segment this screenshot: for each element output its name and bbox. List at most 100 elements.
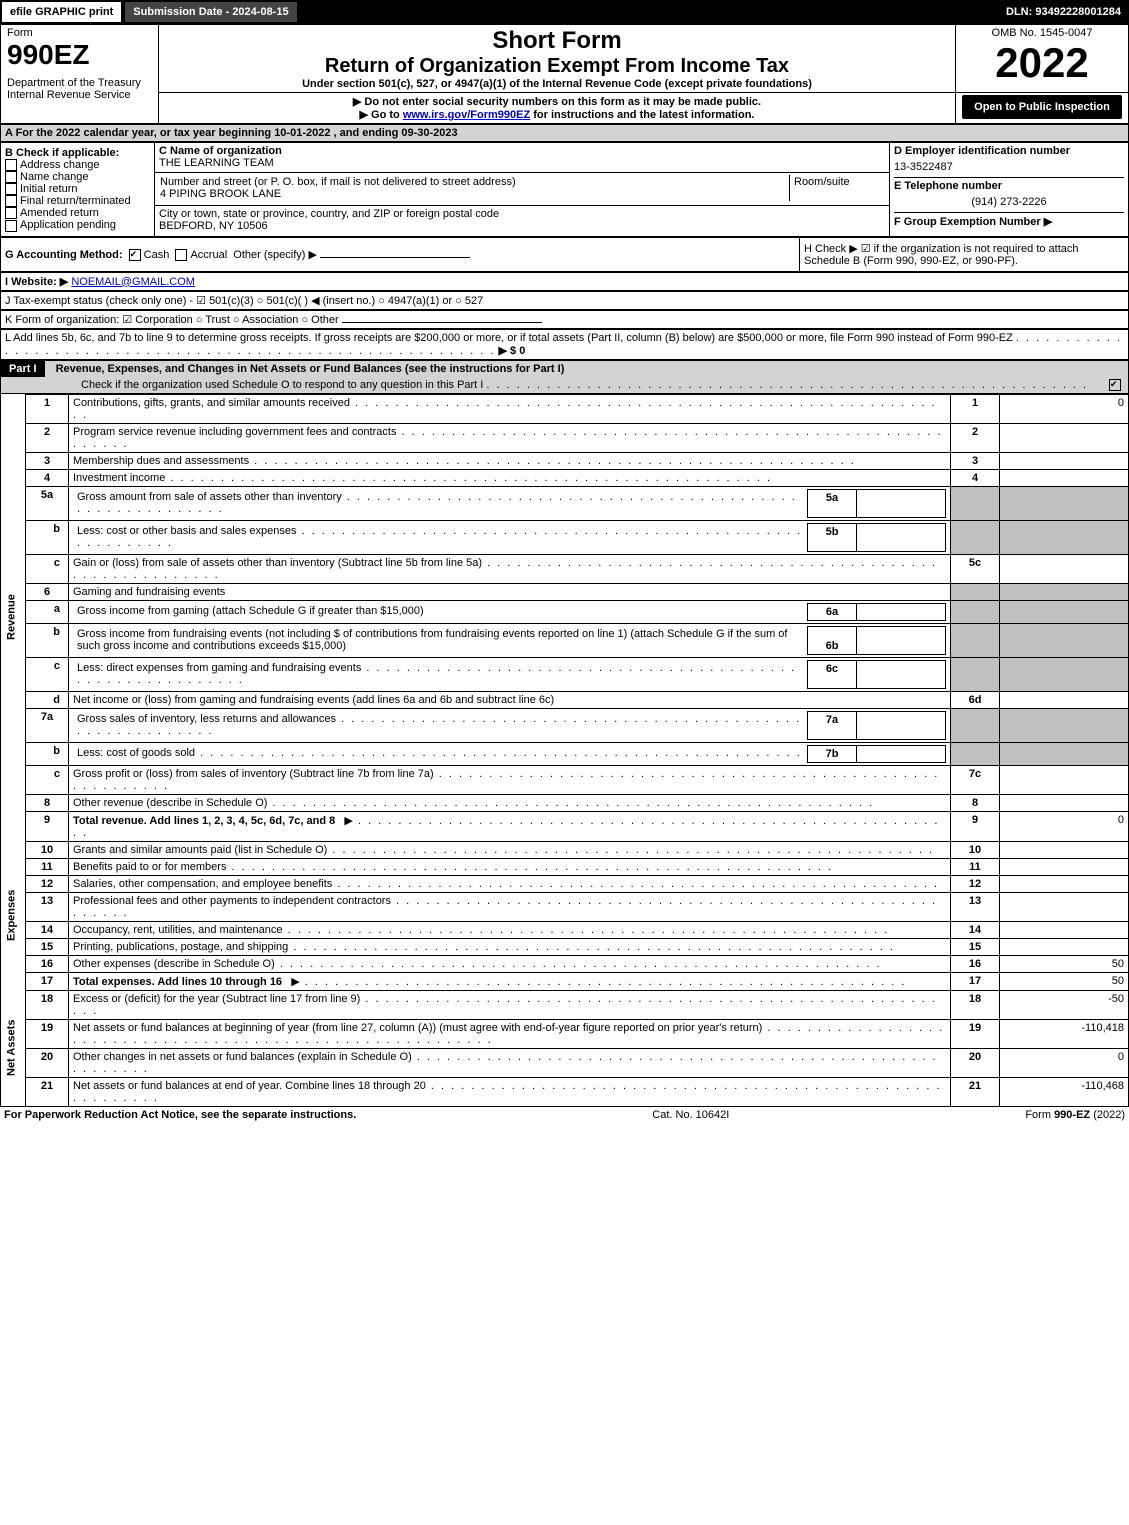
line-6d-label: Net income or (loss) from gaming and fun… xyxy=(73,694,554,706)
line-1-label: Contributions, gifts, grants, and simila… xyxy=(73,397,350,409)
section-k-text: K Form of organization: ☑ Corporation ○ … xyxy=(5,314,339,326)
line-14-val xyxy=(1000,921,1129,938)
line-10-val xyxy=(1000,841,1129,858)
line-5b-inner-val xyxy=(857,523,946,551)
section-l-text: L Add lines 5b, 6c, and 7b to line 9 to … xyxy=(5,332,1013,344)
checkbox-name-change[interactable]: Name change xyxy=(5,171,150,183)
footer-left: For Paperwork Reduction Act Notice, see … xyxy=(4,1109,356,1121)
line-1-val: 0 xyxy=(1000,394,1129,423)
line-7b-box: 7b xyxy=(808,745,857,762)
addr-value: 4 PIPING BROOK LANE xyxy=(160,188,281,200)
section-c-name-label: C Name of organization xyxy=(159,145,282,157)
line-5a-label: Gross amount from sale of assets other t… xyxy=(77,491,342,503)
line-9-val: 0 xyxy=(1000,811,1129,841)
line-8-val xyxy=(1000,794,1129,811)
line-11-label: Benefits paid to or for members xyxy=(73,861,226,873)
checkbox-accrual[interactable] xyxy=(175,249,187,261)
line-4-val xyxy=(1000,469,1129,486)
warn2: ▶ Go to www.irs.gov/Form990EZ for instru… xyxy=(165,108,949,121)
efile-label: efile GRAPHIC print xyxy=(0,0,123,24)
line-7a-label: Gross sales of inventory, less returns a… xyxy=(77,713,336,725)
checkbox-schedule-o[interactable] xyxy=(1109,379,1121,391)
line-11-val xyxy=(1000,858,1129,875)
footer-right: Form 990-EZ (2022) xyxy=(1025,1109,1125,1121)
checkbox-amended-return[interactable]: Amended return xyxy=(5,207,150,219)
line-6c-inner-val xyxy=(857,660,946,688)
line-9-label: Total revenue. Add lines 1, 2, 3, 4, 5c,… xyxy=(73,815,335,827)
line-15-val xyxy=(1000,938,1129,955)
part1-lines: Revenue 1 Contributions, gifts, grants, … xyxy=(0,394,1129,1107)
org-name: THE LEARNING TEAM xyxy=(159,157,274,169)
line-17-val: 50 xyxy=(1000,972,1129,990)
line-13-label: Professional fees and other payments to … xyxy=(73,895,391,907)
website-link[interactable]: NOEMAIL@GMAIL.COM xyxy=(71,276,195,288)
title-block: Form 990EZ Department of the Treasury In… xyxy=(0,24,1129,124)
section-k: K Form of organization: ☑ Corporation ○ … xyxy=(0,310,1129,329)
line-12-val xyxy=(1000,875,1129,892)
subtitle: Under section 501(c), 527, or 4947(a)(1)… xyxy=(165,78,949,90)
form-page: efile GRAPHIC print Submission Date - 20… xyxy=(0,0,1129,1123)
section-b-title: B Check if applicable: xyxy=(5,147,150,159)
line-20-val: 0 xyxy=(1000,1048,1129,1077)
checkbox-address-change[interactable]: Address change xyxy=(5,159,150,171)
line-21-label: Net assets or fund balances at end of ye… xyxy=(73,1080,426,1092)
warn1: ▶ Do not enter social security numbers o… xyxy=(165,95,949,108)
line-13-val xyxy=(1000,892,1129,921)
city-label: City or town, state or province, country… xyxy=(159,208,499,220)
footer-mid: Cat. No. 10642I xyxy=(652,1109,729,1121)
line-7c-val xyxy=(1000,765,1129,794)
line-5b-box: 5b xyxy=(808,523,857,551)
line-4-label: Investment income xyxy=(73,472,165,484)
line-6c-label: Less: direct expenses from gaming and fu… xyxy=(77,662,361,674)
line-6a-inner-val xyxy=(857,603,946,620)
revenue-side-label: Revenue xyxy=(1,394,26,841)
part1-title: Revenue, Expenses, and Changes in Net As… xyxy=(48,363,565,375)
line-7c-label: Gross profit or (loss) from sales of inv… xyxy=(73,768,434,780)
section-f-label: F Group Exemption Number ▶ xyxy=(894,212,1124,228)
sections-b-f: B Check if applicable: Address change Na… xyxy=(0,142,1129,237)
open-to-public: Open to Public Inspection xyxy=(962,95,1122,119)
line-19-label: Net assets or fund balances at beginning… xyxy=(73,1022,762,1034)
line-12-label: Salaries, other compensation, and employ… xyxy=(73,878,332,890)
checkbox-initial-return[interactable]: Initial return xyxy=(5,183,150,195)
page-footer: For Paperwork Reduction Act Notice, see … xyxy=(0,1107,1129,1123)
line-6d-val xyxy=(1000,691,1129,708)
line-6b-label: Gross income from fundraising events (no… xyxy=(77,628,787,652)
line-7b-label: Less: cost of goods sold xyxy=(77,747,195,759)
checkbox-cash[interactable] xyxy=(129,249,141,261)
line-7b-inner-val xyxy=(857,745,946,762)
line-21-val: -110,468 xyxy=(1000,1077,1129,1106)
line-20-label: Other changes in net assets or fund bala… xyxy=(73,1051,412,1063)
line-10-label: Grants and similar amounts paid (list in… xyxy=(73,844,327,856)
line-6-label: Gaming and fundraising events xyxy=(69,583,951,600)
checkbox-application-pending[interactable]: Application pending xyxy=(5,219,150,231)
part1-check-line: Check if the organization used Schedule … xyxy=(81,379,483,391)
line-18-val: -50 xyxy=(1000,990,1129,1019)
line-7a-box: 7a xyxy=(808,711,857,739)
line-15-label: Printing, publications, postage, and shi… xyxy=(73,941,288,953)
room-label: Room/suite xyxy=(794,176,850,188)
line-16-val: 50 xyxy=(1000,955,1129,972)
line-3-label: Membership dues and assessments xyxy=(73,455,249,467)
line-5a-inner-val xyxy=(857,489,946,517)
website-label: I Website: ▶ xyxy=(5,276,68,288)
line-6a-label: Gross income from gaming (attach Schedul… xyxy=(77,605,424,617)
form-number: 990EZ xyxy=(7,39,152,71)
line-5a-box: 5a xyxy=(808,489,857,517)
section-g-label: G Accounting Method: xyxy=(5,249,123,261)
short-form-label: Short Form xyxy=(165,27,949,55)
section-e-label: E Telephone number xyxy=(894,177,1124,192)
checkbox-final-return[interactable]: Final return/terminated xyxy=(5,195,150,207)
line-5b-label: Less: cost or other basis and sales expe… xyxy=(77,525,297,537)
part1-label: Part I xyxy=(1,361,45,377)
part1-header: Part I Revenue, Expenses, and Changes in… xyxy=(0,360,1129,394)
line-14-label: Occupancy, rent, utilities, and maintena… xyxy=(73,924,283,936)
line-19-val: -110,418 xyxy=(1000,1019,1129,1048)
section-a: A For the 2022 calendar year, or tax yea… xyxy=(0,124,1129,142)
section-d-label: D Employer identification number xyxy=(894,145,1124,157)
submission-date: Submission Date - 2024-08-15 xyxy=(123,0,298,24)
line-3-val xyxy=(1000,452,1129,469)
line-2-label: Program service revenue including govern… xyxy=(73,426,396,438)
irs-link[interactable]: www.irs.gov/Form990EZ xyxy=(403,109,530,121)
ein-value: 13-3522487 xyxy=(894,157,1124,177)
